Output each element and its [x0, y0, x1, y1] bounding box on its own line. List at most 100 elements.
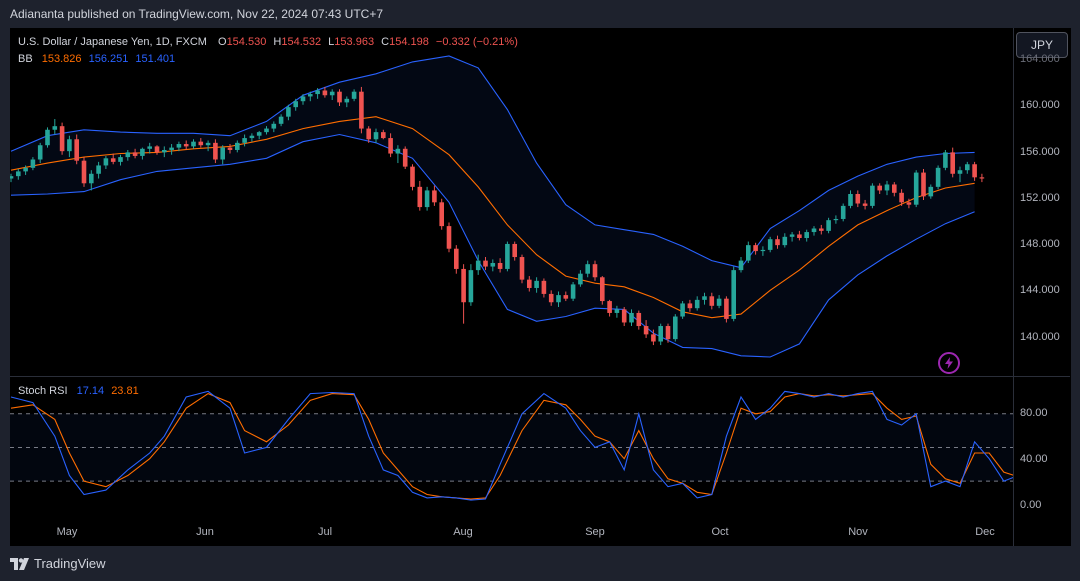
candle-body: [541, 280, 547, 294]
rsi-tick-80: 80.00: [1020, 407, 1048, 419]
candle-body: [483, 260, 488, 267]
candle-body: [417, 186, 423, 208]
candle-body: [884, 184, 890, 191]
bb-legend[interactable]: BB 153.826 156.251 151.401: [18, 53, 175, 65]
candle-body: [264, 128, 269, 133]
candle-body: [235, 142, 240, 150]
price-tick-164: 164.000: [1020, 53, 1060, 65]
candle-body: [351, 91, 357, 99]
candle-body: [556, 295, 561, 303]
candle-body: [702, 296, 707, 300]
candle-body: [716, 298, 722, 306]
candle-body: [176, 144, 182, 148]
stoch-k-value: 17.14: [76, 385, 105, 397]
candle-body: [519, 257, 525, 280]
stoch-rsi-legend[interactable]: Stoch RSI 17.14 23.81: [18, 385, 139, 397]
candle-body: [782, 236, 788, 246]
price-tick-148: 148.000: [1020, 238, 1060, 250]
tradingview-logo[interactable]: TradingView: [10, 556, 106, 571]
candle-body: [935, 167, 941, 187]
candle-body: [227, 147, 233, 150]
low-value: 153.963: [334, 36, 375, 48]
candle-body: [388, 138, 393, 154]
candle-body: [899, 192, 904, 203]
candle-body: [162, 149, 167, 153]
candle-body: [811, 228, 817, 233]
candle-body: [432, 190, 437, 203]
candle-body: [468, 270, 474, 303]
candle-body: [96, 165, 101, 174]
top-bar: Adiananta published on TradingView.com, …: [0, 0, 1080, 28]
candle-body: [366, 128, 371, 140]
rsi-tick-0: 0.00: [1020, 499, 1042, 511]
candle-body: [125, 152, 131, 158]
price-axis[interactable]: [1013, 28, 1071, 546]
bb-basis-line: [10, 116, 975, 319]
candle-body: [614, 309, 620, 313]
candle-body: [636, 312, 642, 327]
candle-body: [680, 303, 685, 317]
stoch-band-fill: [10, 413, 1013, 482]
bb-upper-line: [10, 55, 975, 269]
candle-body: [534, 280, 539, 288]
price-tick-140: 140.000: [1020, 331, 1060, 343]
candle-body: [424, 190, 430, 208]
candle-body: [527, 279, 532, 288]
publish-info: Adiananta published on TradingView.com, …: [10, 7, 384, 21]
bb-upper-value: 156.251: [88, 53, 129, 65]
bb-lower-value: 151.401: [135, 53, 176, 65]
candle-body: [140, 148, 145, 156]
price-tick-152: 152.000: [1020, 192, 1060, 204]
candle-body: [943, 152, 948, 168]
candle-body: [731, 270, 736, 319]
candle-body: [52, 126, 58, 130]
candle-body: [490, 262, 496, 267]
month-tick-jun: Jun: [196, 526, 214, 538]
candle-body: [724, 298, 729, 319]
candle-body: [658, 326, 663, 342]
candle-body: [278, 116, 284, 124]
open-value: 154.530: [226, 36, 267, 48]
candle-body: [585, 264, 590, 274]
candle-body: [16, 171, 21, 177]
candle-body: [972, 164, 977, 178]
candle-body: [775, 239, 780, 246]
candle-body: [154, 146, 160, 153]
candle-body: [249, 135, 255, 139]
candle-body: [198, 141, 204, 146]
candle-body: [402, 148, 408, 167]
candle-body: [651, 334, 656, 342]
candle-body: [329, 91, 335, 96]
candle-body: [191, 141, 196, 147]
candle-body: [548, 293, 554, 303]
candle-body: [950, 152, 955, 174]
candle-body: [804, 232, 809, 239]
candle-body: [322, 90, 328, 96]
candle-body: [694, 299, 700, 309]
price-tick-160: 160.000: [1020, 99, 1060, 111]
candle-body: [220, 147, 225, 160]
pane-separator[interactable]: [10, 376, 1070, 377]
candle-body: [183, 144, 189, 147]
brand-name: TradingView: [34, 556, 106, 571]
candle-body: [789, 234, 795, 237]
candle-body: [862, 203, 868, 206]
candle-body: [979, 177, 985, 179]
candle-body: [570, 284, 576, 299]
candle-body: [760, 249, 766, 252]
candle-body: [607, 301, 612, 313]
month-tick-may: May: [56, 526, 78, 538]
tradingview-logo-icon: [10, 557, 29, 570]
candle-body: [315, 90, 320, 95]
candle-body: [921, 172, 926, 197]
bottom-bar: [0, 546, 1080, 581]
chart-panel[interactable]: [10, 28, 1013, 546]
lightning-icon[interactable]: [938, 352, 960, 374]
candle-body: [687, 303, 693, 309]
currency-button[interactable]: JPY: [1016, 32, 1068, 58]
candle-body: [439, 202, 444, 227]
candle-body: [373, 132, 379, 140]
candle-body: [293, 101, 298, 108]
bb-basis-value: 153.826: [41, 53, 82, 65]
candle-body: [110, 158, 116, 162]
